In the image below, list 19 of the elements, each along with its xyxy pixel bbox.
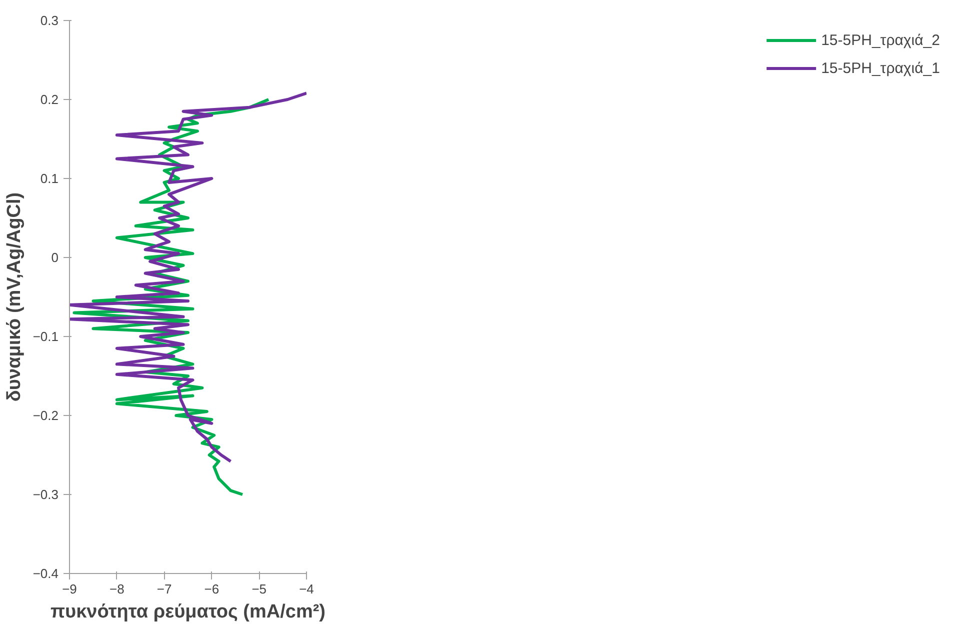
x-tick-label: −7 <box>156 582 172 596</box>
y-tick-label: 0.2 <box>40 92 59 107</box>
y-tick-label: 0.3 <box>40 13 59 28</box>
x-tick-label: −6 <box>204 582 220 596</box>
y-tick-label: −0.1 <box>32 329 59 344</box>
y-tick-label: 0.1 <box>40 171 59 186</box>
x-tick-label: −9 <box>62 582 77 596</box>
y-tick-label: −0.2 <box>32 408 59 423</box>
x-tick-label: −8 <box>109 582 124 596</box>
line-series <box>70 92 306 463</box>
x-axis-title: πυκνότητα ρεύματος (mA/cm²) <box>50 602 326 622</box>
x-tick-label: −4 <box>299 582 314 596</box>
x-tick-label: −5 <box>252 582 267 596</box>
y-tick-label: −0.3 <box>32 487 59 502</box>
y-tick-label: −0.4 <box>32 566 59 581</box>
y-tick-label: 0 <box>51 250 59 265</box>
legend-label: 15-5PH_τραχιά_2 <box>821 32 940 48</box>
y-axis-title: δυναμικό (mV,Ag/AgCl) <box>4 192 25 402</box>
legend-label: 15-5PH_τραχιά_1 <box>821 60 940 76</box>
